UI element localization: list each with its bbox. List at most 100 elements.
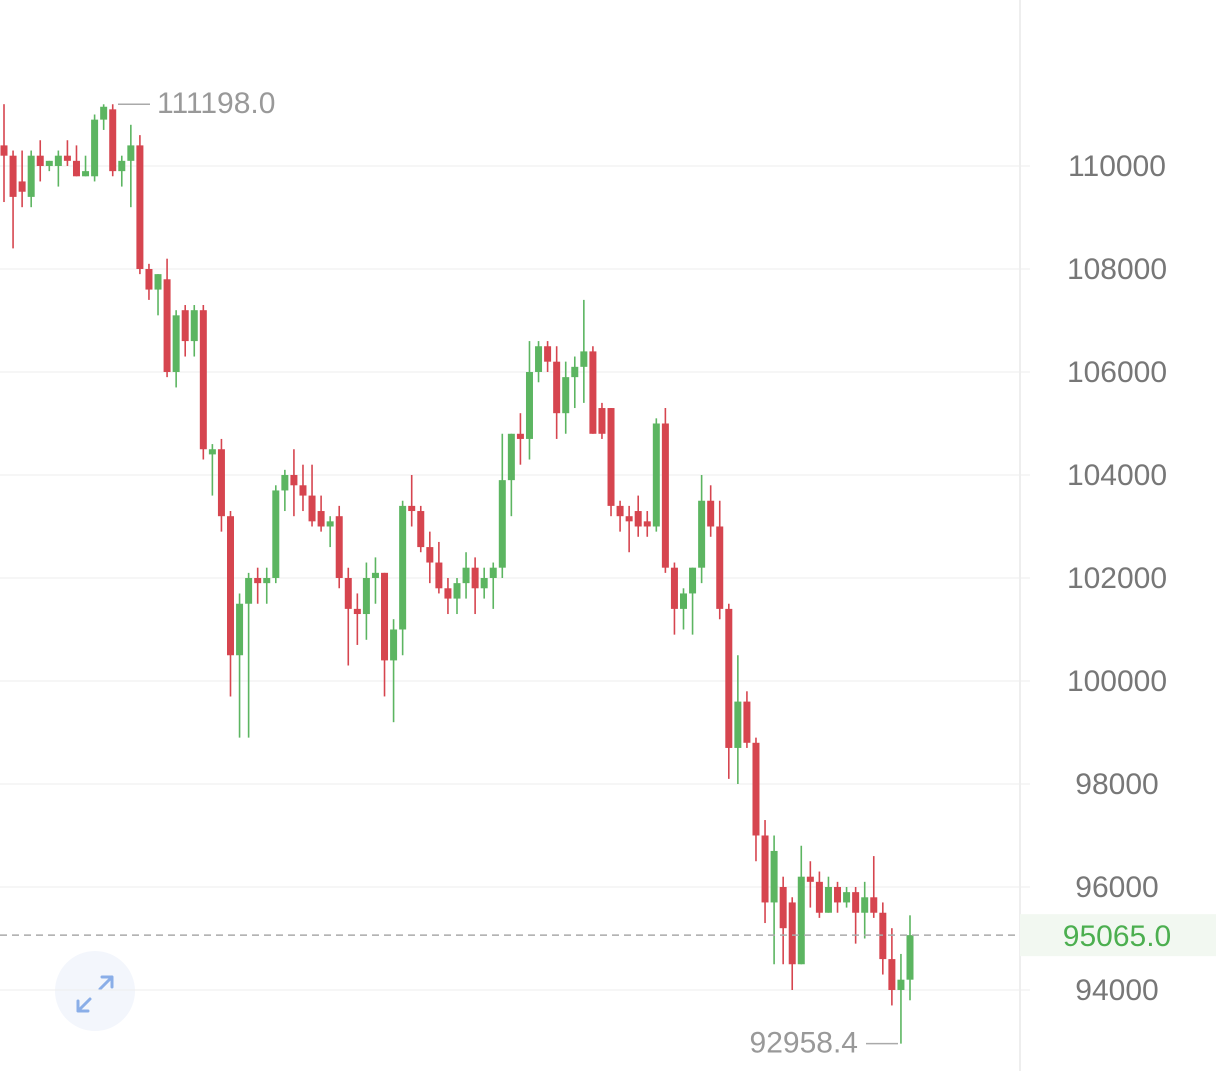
candle-body bbox=[734, 701, 742, 748]
candle-body bbox=[453, 583, 461, 599]
y-tick-label: 96000 bbox=[1075, 871, 1158, 904]
candle-body bbox=[498, 480, 506, 568]
candle-body bbox=[544, 346, 552, 362]
candle-body bbox=[824, 886, 832, 913]
candle-body bbox=[652, 423, 660, 527]
candle-body bbox=[806, 876, 814, 882]
candle-body bbox=[109, 109, 117, 172]
candle-body bbox=[227, 516, 234, 656]
candle-body bbox=[897, 979, 905, 990]
candle-body bbox=[36, 155, 44, 166]
candle-body bbox=[779, 886, 787, 929]
candle-body bbox=[888, 959, 896, 990]
candle-body bbox=[163, 279, 171, 372]
candle-body bbox=[761, 835, 769, 903]
candle-body bbox=[172, 315, 180, 372]
candle-body bbox=[308, 495, 316, 522]
candle-body bbox=[752, 742, 760, 836]
candle-body bbox=[870, 897, 878, 913]
candle-body bbox=[335, 516, 343, 578]
candle-body bbox=[571, 366, 579, 378]
candle-body bbox=[797, 876, 805, 965]
candle-body bbox=[462, 567, 470, 584]
candle-body bbox=[208, 449, 216, 455]
candle-body bbox=[589, 351, 597, 434]
candle-body bbox=[444, 588, 452, 599]
candle-body bbox=[834, 886, 842, 903]
candle-body bbox=[245, 577, 253, 604]
candle-body bbox=[281, 474, 289, 491]
candle-body bbox=[63, 155, 71, 161]
candle-body bbox=[91, 119, 99, 177]
y-tick-label: 106000 bbox=[1067, 356, 1167, 389]
candle-body bbox=[607, 408, 615, 506]
candle-body bbox=[27, 155, 35, 197]
candle-body bbox=[716, 526, 724, 609]
candle-body bbox=[190, 310, 198, 342]
candle-body bbox=[743, 701, 751, 743]
y-tick-label: 104000 bbox=[1067, 459, 1167, 492]
candle-body bbox=[680, 593, 687, 609]
candle-body bbox=[670, 567, 678, 609]
candle-body bbox=[698, 500, 706, 568]
candle-body bbox=[516, 433, 524, 439]
candle-body bbox=[254, 577, 262, 584]
candle-body bbox=[852, 892, 860, 913]
candle-body bbox=[643, 521, 651, 527]
candle-body bbox=[435, 562, 443, 589]
candle-body bbox=[72, 160, 80, 177]
candle-body bbox=[18, 181, 26, 192]
candle-body bbox=[100, 106, 108, 120]
candle-body bbox=[480, 577, 488, 589]
candle-body bbox=[815, 881, 823, 913]
candle-body bbox=[317, 511, 325, 527]
y-tick-label: 108000 bbox=[1067, 253, 1167, 286]
candle-body bbox=[9, 155, 17, 197]
candle-body bbox=[507, 433, 515, 481]
candle-body bbox=[54, 155, 62, 166]
candle-body bbox=[118, 160, 126, 172]
candle-body bbox=[45, 160, 53, 166]
y-tick-label: 94000 bbox=[1075, 974, 1158, 1007]
candle-body bbox=[879, 912, 887, 960]
high-label: 111198.0 bbox=[157, 87, 275, 120]
candle-body bbox=[598, 408, 606, 434]
candle-body bbox=[625, 516, 633, 522]
expand-button[interactable] bbox=[55, 951, 135, 1031]
y-tick-label: 110000 bbox=[1068, 150, 1166, 183]
candle-body bbox=[362, 577, 370, 615]
candle-body bbox=[145, 268, 153, 290]
candle-body bbox=[417, 511, 425, 548]
candle-body bbox=[299, 485, 307, 496]
candle-body bbox=[861, 897, 869, 913]
candle-body bbox=[634, 511, 642, 527]
candle-body bbox=[353, 608, 361, 615]
candle-body bbox=[371, 572, 379, 578]
candle-body bbox=[236, 603, 244, 656]
candle-body bbox=[127, 145, 135, 161]
candle-body bbox=[707, 500, 715, 527]
candle-body bbox=[263, 577, 271, 584]
y-tick-label: 102000 bbox=[1067, 562, 1167, 595]
candle-body bbox=[154, 274, 162, 290]
y-tick-label: 100000 bbox=[1067, 665, 1167, 698]
candle-body bbox=[616, 505, 624, 517]
candle-body bbox=[272, 490, 280, 578]
candle-body bbox=[399, 505, 407, 630]
candle-body bbox=[326, 521, 334, 527]
candle-body bbox=[199, 310, 207, 450]
candle-body bbox=[82, 171, 90, 177]
candle-body bbox=[689, 567, 697, 594]
candle-body bbox=[290, 474, 298, 486]
candle-body bbox=[788, 902, 796, 965]
candle-body bbox=[525, 371, 533, 439]
candle-body bbox=[661, 423, 669, 568]
candle-body bbox=[489, 567, 497, 578]
candle-body bbox=[181, 310, 189, 342]
candle-body bbox=[0, 145, 8, 156]
candle-body bbox=[580, 351, 588, 367]
candle-body bbox=[843, 892, 851, 903]
last-price-label: 95065.0 bbox=[1063, 920, 1171, 953]
candle-body bbox=[906, 935, 914, 980]
